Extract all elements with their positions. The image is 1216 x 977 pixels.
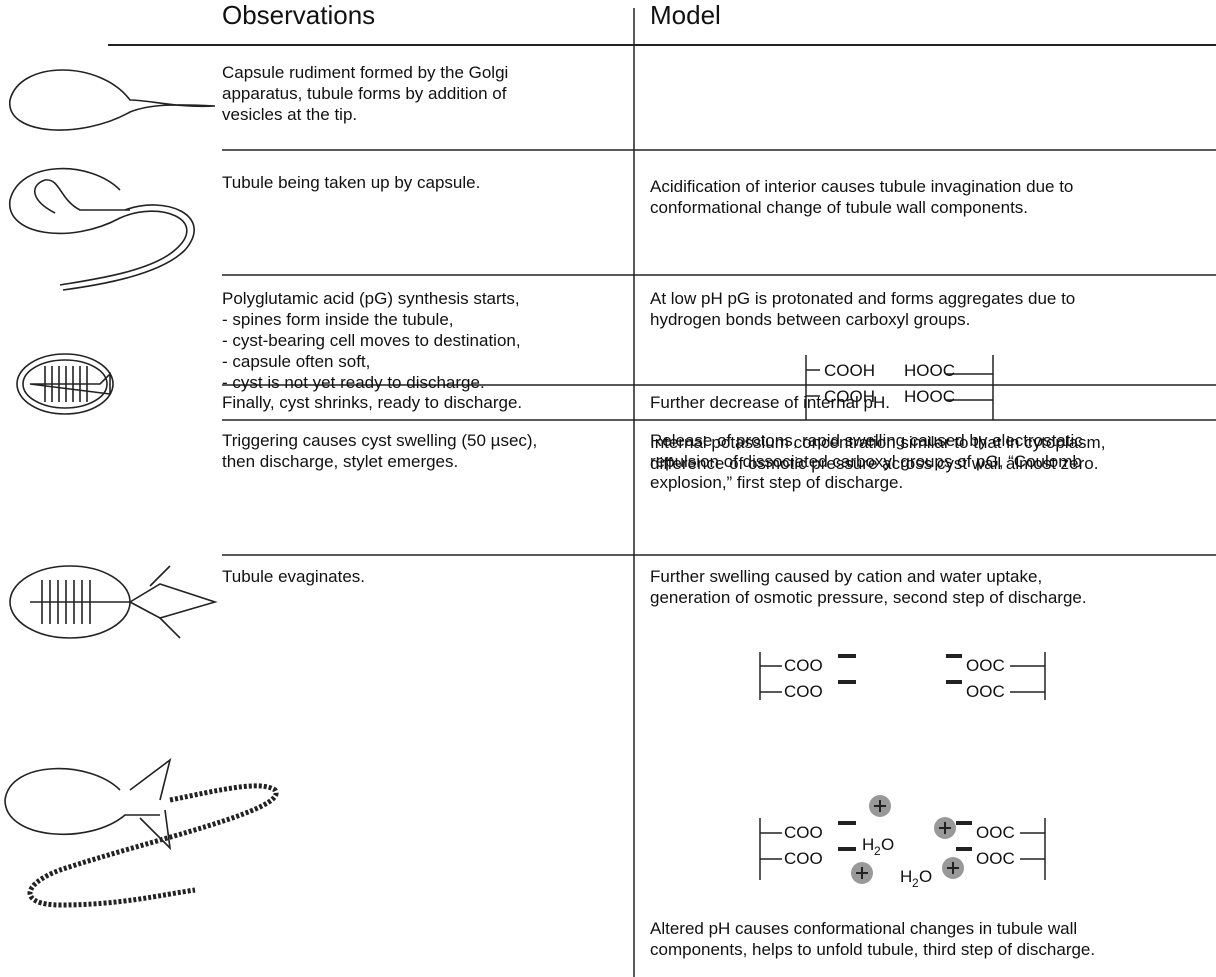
formula-group: HOOC <box>904 361 955 380</box>
observation-text: - capsule often soft, <box>222 352 371 371</box>
observation-text: apparatus, tubule forms by addition of <box>222 84 507 103</box>
model-text: repulsion of dissociated carboxyl groups… <box>650 452 1082 471</box>
water-formula: H <box>862 835 875 854</box>
formula-group: COOH <box>824 361 875 380</box>
formula-group: HOOC <box>904 387 955 406</box>
formula-group: OOC <box>976 823 1015 842</box>
formula-group: COO <box>784 656 823 675</box>
water-formula: 2 <box>874 844 881 858</box>
observation-text: Triggering causes cyst swelling (50 µsec… <box>222 431 538 450</box>
cyst-drawing <box>16 353 114 415</box>
capsule-drawing <box>9 69 216 131</box>
observation-text: Polyglutamic acid (pG) synthesis starts, <box>222 289 520 308</box>
model-text: At low pH pG is protonated and forms agg… <box>650 289 1076 308</box>
model-text: components, helps to unfold tubule, thir… <box>650 940 1096 959</box>
water-formula: H <box>900 867 913 886</box>
model-text: explosion,” first step of discharge. <box>650 473 904 492</box>
model-text: conformational change of tubule wall com… <box>650 198 1029 217</box>
column-header: Observations <box>222 0 376 30</box>
model-text: Altered pH causes conformational changes… <box>650 919 1078 938</box>
model-text: generation of osmotic pressure, second s… <box>650 588 1087 607</box>
observation-text: vesicles at the tip. <box>222 105 358 124</box>
observation-text: - cyst is not yet ready to discharge. <box>222 373 485 392</box>
model-text: difference of osmotic pressure across cy… <box>650 454 1099 473</box>
observation-text: Finally, cyst shrinks, ready to discharg… <box>222 393 523 412</box>
formula-group: OOC <box>966 682 1005 701</box>
water-formula: O <box>919 867 933 886</box>
water-formula: O <box>881 835 895 854</box>
water-formula: 2 <box>912 876 919 890</box>
observation-text: - cyst-bearing cell moves to destination… <box>222 331 521 350</box>
discharge-drawing <box>9 565 218 639</box>
model-text: Release of protons, rapid swelling cause… <box>650 431 1083 450</box>
model-text: Further decrease of internal pH. <box>650 393 891 412</box>
model-text: Further swelling caused by cation and wa… <box>650 567 1043 586</box>
observation-text: Tubule evaginates. <box>222 567 366 586</box>
observation-text: then discharge, stylet emerges. <box>222 452 459 471</box>
observation-text: Tubule being taken up by capsule. <box>222 173 481 192</box>
formula-group: COO <box>784 823 823 842</box>
evagination-drawing <box>4 758 279 908</box>
formula-group: COO <box>784 849 823 868</box>
formula-group: OOC <box>976 849 1015 868</box>
formula-group: COO <box>784 682 823 701</box>
model-text: Internal potassium concentration similar… <box>650 433 1106 452</box>
observation-text: - spines form inside the tubule, <box>222 310 454 329</box>
observation-text: Capsule rudiment formed by the Golgi <box>222 63 509 82</box>
invagination-drawing <box>9 167 195 291</box>
formula-group: OOC <box>966 656 1005 675</box>
model-text: hydrogen bonds between carboxyl groups. <box>650 310 971 329</box>
formula-group: COOH <box>824 387 875 406</box>
model-text: Acidification of interior causes tubule … <box>650 177 1074 196</box>
column-header: Model <box>650 0 721 30</box>
